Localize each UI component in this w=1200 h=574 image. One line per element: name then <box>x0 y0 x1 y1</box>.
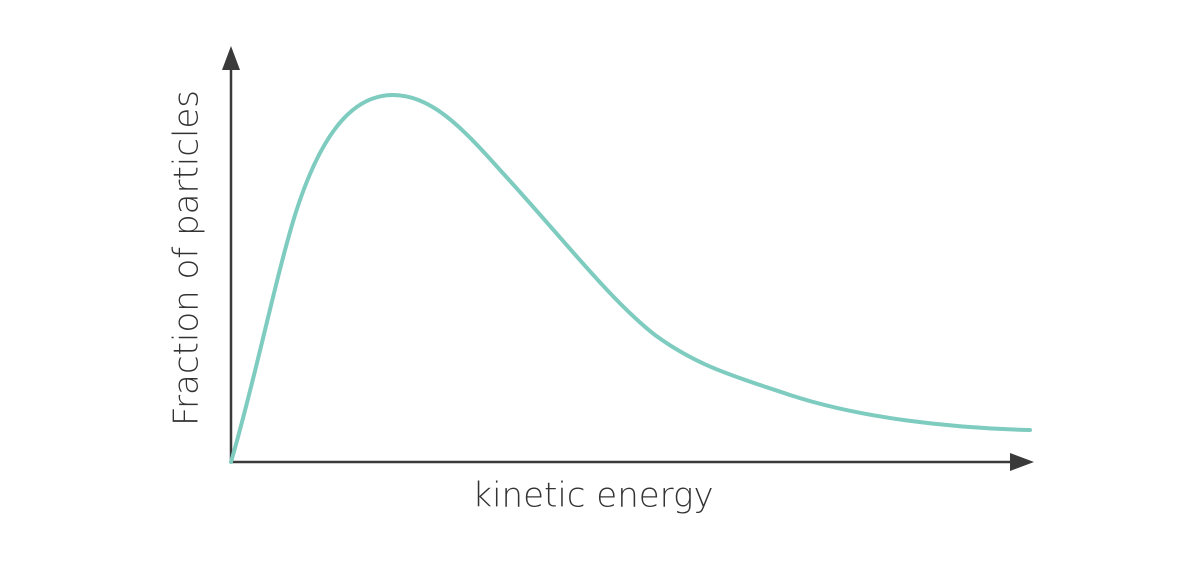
x-axis-label: kinetic energy <box>472 476 713 516</box>
x-axis-arrow <box>1010 453 1034 471</box>
distribution-curve <box>229 92 1032 464</box>
y-axis-arrow <box>222 46 240 70</box>
y-axis-label: Fraction of particles <box>167 90 207 426</box>
